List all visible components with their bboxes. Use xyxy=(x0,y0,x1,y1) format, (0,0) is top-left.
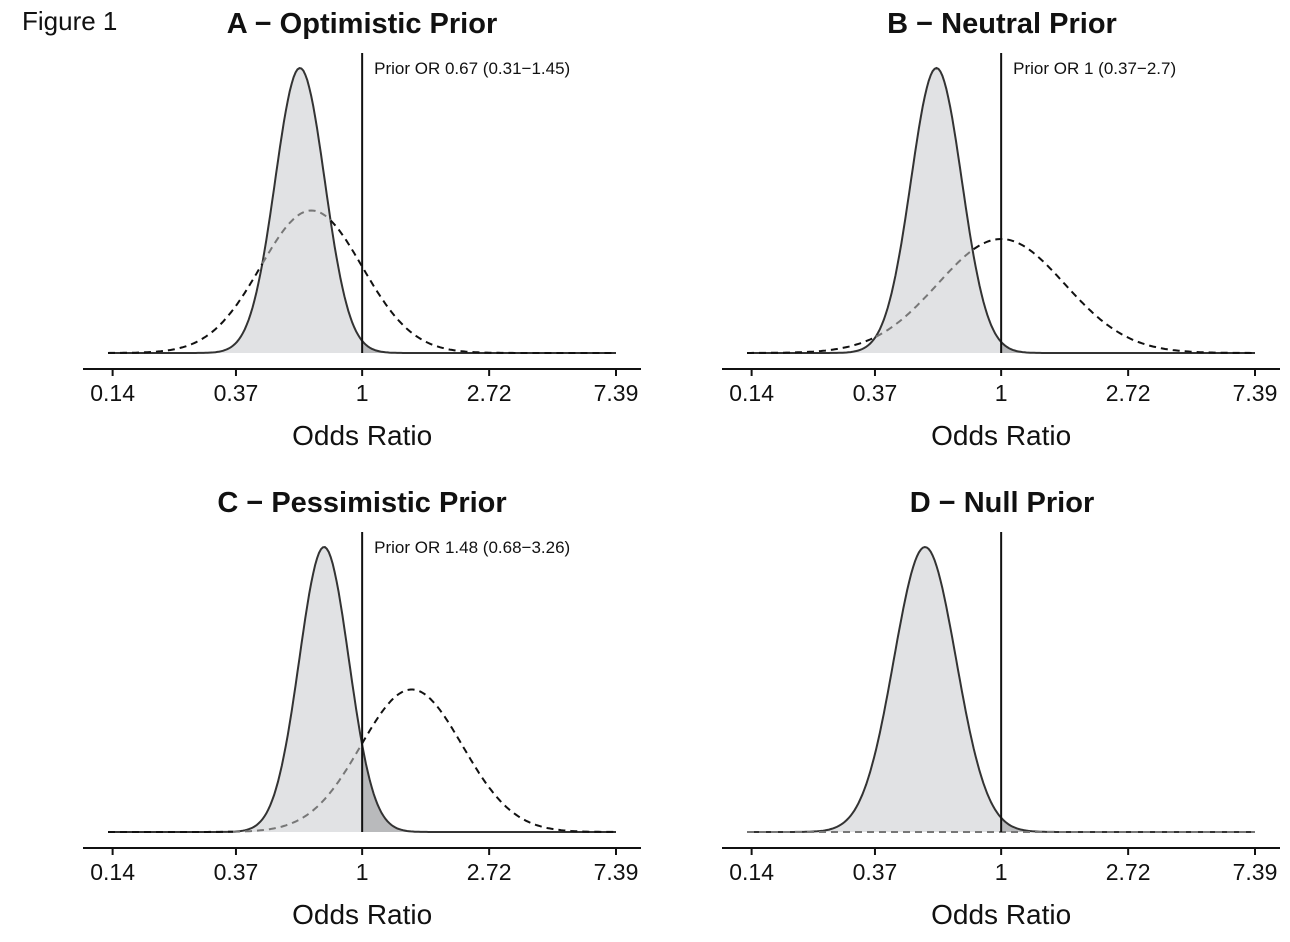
prior-curve xyxy=(747,335,877,354)
prior-curve xyxy=(107,263,264,354)
x-tick-label: 7.39 xyxy=(594,859,639,885)
figure-label: Figure 1 xyxy=(22,6,118,36)
posterior-fill-harm xyxy=(362,744,616,832)
x-tick-label: 1 xyxy=(356,380,369,406)
x-tick-label: 0.14 xyxy=(90,380,135,406)
x-tick-label: 1 xyxy=(356,859,369,885)
prior-curve xyxy=(233,743,363,833)
panel-title: A − Optimistic Prior xyxy=(227,8,497,40)
x-tick-label: 0.37 xyxy=(214,859,259,885)
panel-title: D − Null Prior xyxy=(910,487,1095,519)
x-tick-label: 2.72 xyxy=(467,380,512,406)
x-tick-label: 1 xyxy=(995,380,1008,406)
x-tick-label: 2.72 xyxy=(467,859,512,885)
x-axis-label: Odds Ratio xyxy=(931,899,1071,930)
x-tick-label: 0.37 xyxy=(853,380,898,406)
x-axis-label: Odds Ratio xyxy=(292,420,432,451)
prior-curve xyxy=(875,248,975,338)
x-tick-label: 1 xyxy=(995,859,1008,885)
x-tick-label: 0.37 xyxy=(853,859,898,885)
x-tick-label: 0.14 xyxy=(90,859,135,885)
prior-curve xyxy=(361,688,617,833)
posterior-fill-benefit xyxy=(747,547,1002,832)
x-tick-label: 0.37 xyxy=(214,380,259,406)
chart-panel-c: C − Pessimistic Prior Prior OR 1.48 (0.68… xyxy=(83,487,641,930)
x-axis-label: Odds Ratio xyxy=(931,420,1071,451)
x-tick-label: 7.39 xyxy=(1233,859,1278,885)
panel-title: B − Neutral Prior xyxy=(887,8,1117,40)
x-tick-label: 0.14 xyxy=(729,380,774,406)
posterior-fill-benefit xyxy=(108,68,363,353)
chart-panel-b: B − Neutral Prior Prior OR 1 (0.37−2.7) 0.… xyxy=(722,8,1280,451)
posterior-fill-harm xyxy=(362,340,616,353)
posterior-fill-benefit xyxy=(108,547,363,832)
x-tick-label: 7.39 xyxy=(1233,380,1278,406)
x-tick-label: 7.39 xyxy=(594,380,639,406)
x-tick-label: 2.72 xyxy=(1106,380,1151,406)
panel-title: C − Pessimistic Prior xyxy=(217,487,506,519)
prior-curve xyxy=(973,238,1255,354)
x-axis-label: Odds Ratio xyxy=(292,899,432,930)
posterior-fill-harm xyxy=(1001,817,1255,832)
prior-annotation: Prior OR 0.67 (0.31−1.45) xyxy=(374,59,570,78)
posterior-fill-harm xyxy=(1001,342,1255,353)
posterior-fill-benefit xyxy=(747,68,1002,353)
prior-annotation: Prior OR 1 (0.37−2.7) xyxy=(1013,59,1176,78)
chart-panel-a: A − Optimistic Prior Prior OR 0.67 (0.31−… xyxy=(83,8,641,451)
x-tick-label: 2.72 xyxy=(1106,859,1151,885)
chart-panel-d: D − Null Prior 0.14 0.37 1 2.72 7.39 Odds Rati… xyxy=(722,487,1280,930)
prior-annotation: Prior OR 1.48 (0.68−3.26) xyxy=(374,538,570,557)
x-tick-label: 0.14 xyxy=(729,859,774,885)
prior-curve xyxy=(329,219,616,354)
